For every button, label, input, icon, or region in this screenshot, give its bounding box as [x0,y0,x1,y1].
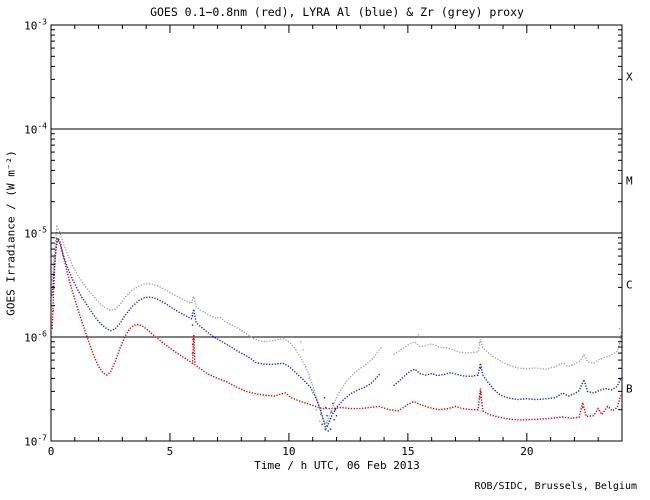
data-point-blue [321,423,324,426]
data-point-grey [192,296,194,299]
x-tick-label: 5 [166,445,174,458]
data-point-blue [333,419,335,421]
series-curve-grey [393,330,622,370]
flare-class-label-M: M [626,174,633,188]
data-point-grey [311,392,314,394]
data-point-blue [328,420,331,423]
x-axis-title: Time / h UTC, 06 Feb 2013 [254,459,420,472]
series-curve-blue [51,236,382,432]
data-point-blue [334,408,337,411]
data-point-grey [302,349,305,351]
x-tick-label: 0 [47,445,55,458]
chart-title: GOES 0.1−0.8nm (red), LYRA Al (blue) & Z… [150,5,524,19]
data-point-grey [300,341,302,343]
credit-text: ROB/SIDC, Brussels, Belgium [474,481,637,492]
data-point-red [52,309,55,312]
data-point-red [479,397,481,399]
data-point-grey [319,420,321,423]
y-tick-label: 10-6 [24,329,47,345]
data-point-blue [479,367,482,370]
flare-class-label-C: C [626,278,633,292]
x-tick-label: 15 [401,445,415,458]
data-point-grey [315,408,318,411]
data-point-blue [323,397,326,399]
series-grey [51,224,622,430]
data-point-blue [325,406,327,409]
data-point-red [480,392,482,394]
data-point-grey [304,365,307,368]
y-tick-label: 10-4 [24,121,47,137]
data-point-grey [323,428,326,430]
data-point-blue [335,414,338,417]
data-point-blue [191,315,194,317]
series-curve-blue [393,363,622,401]
data-point-red [192,338,194,341]
x-tick-label: 10 [282,445,296,458]
series-curve-red [51,235,622,421]
y-tick-label: 10-7 [24,433,47,449]
data-point-red [581,406,584,409]
data-point-grey [478,342,481,344]
data-point-blue [332,402,334,405]
y-tick-label: 10-5 [24,225,47,241]
series-red [51,235,622,421]
data-point-blue [330,411,333,413]
data-point-grey [326,421,328,424]
data-point-blue [326,425,328,427]
data-point-grey [329,411,332,413]
flare-class-label-X: X [626,70,633,84]
data-point-blue [329,428,332,430]
data-point-grey [308,377,310,380]
data-point-red [191,352,194,354]
series-blue [51,236,622,432]
data-point-blue [327,430,330,432]
data-point-grey [618,328,621,330]
flare-class-label-B: B [626,382,633,396]
y-tick-label: 10-3 [24,17,47,33]
data-point-blue [326,414,328,417]
data-point-blue [191,324,194,326]
data-point-red [191,343,194,346]
data-point-grey [417,334,420,336]
x-tick-label: 20 [520,445,534,458]
